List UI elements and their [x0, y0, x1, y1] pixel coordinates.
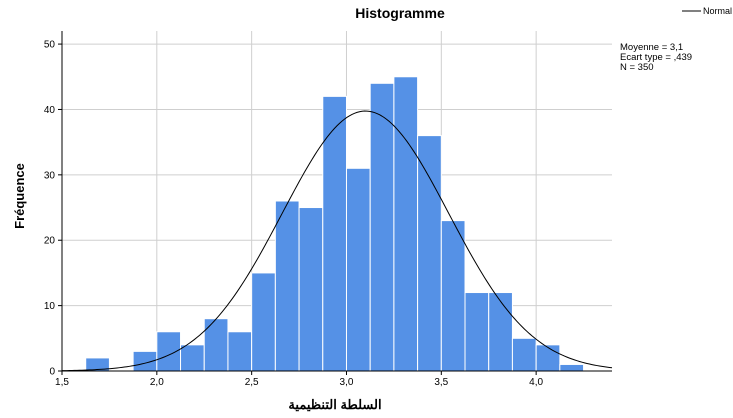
histogram-bar-19 [559, 363, 585, 372]
normal-curve [61, 110, 613, 372]
histogram-bar-17 [511, 337, 537, 372]
histogram-bar-16 [488, 292, 513, 372]
x-tick-label-1: 2,0 [150, 377, 164, 388]
histogram-bar-6 [251, 272, 276, 372]
y-axis-label: Fréquence [12, 163, 27, 229]
y-tick-label-3: 30 [44, 170, 56, 181]
histogram-bar-7 [274, 200, 300, 372]
histogram-bar-18 [535, 344, 561, 372]
histogram-bar-10 [345, 167, 371, 372]
histogram-bar-15 [464, 292, 490, 372]
y-tick-label-0: 0 [49, 367, 55, 378]
chart-title: Histogramme [355, 5, 445, 21]
histogram-bar-8 [298, 207, 324, 372]
histogram-bar-3 [180, 344, 205, 372]
x-tick-label-3: 3,0 [340, 377, 354, 388]
normal-curve-group [61, 110, 613, 372]
stat-sd: Ecart type = ,439 [620, 52, 692, 63]
x-tick-label-5: 4,0 [529, 377, 543, 388]
histogram-bar-11 [369, 82, 395, 372]
x-tick-label-4: 3,5 [434, 377, 448, 388]
y-tick-label-2: 20 [44, 236, 56, 247]
histogram-bar-5 [227, 331, 253, 372]
histogram-bar-4 [203, 318, 229, 372]
stats-box: Moyenne = 3,1 Ecart type = ,439 N = 350 [620, 42, 692, 73]
legend: Normal [682, 6, 732, 16]
x-tick-label-2: 2,5 [245, 377, 259, 388]
axes [58, 31, 612, 375]
stat-mean: Moyenne = 3,1 [620, 42, 683, 53]
legend-entry-normal: Normal [703, 6, 732, 16]
histogram-bars [85, 76, 585, 372]
x-axis-label: السلطة التنظيمية [288, 397, 381, 412]
y-tick-label-5: 50 [44, 40, 56, 51]
y-tick-label-1: 10 [44, 301, 56, 312]
tick-labels: 0 10 20 30 40 50 1,5 2,0 2,5 3,0 3,5 4,0 [44, 40, 544, 388]
histogram-bar-14 [440, 220, 466, 372]
histogram-bar-13 [417, 135, 442, 372]
y-tick-label-4: 40 [44, 105, 56, 116]
histogram-bar-12 [393, 76, 419, 372]
x-tick-label-0: 1,5 [55, 377, 69, 388]
stat-n: N = 350 [620, 62, 654, 73]
